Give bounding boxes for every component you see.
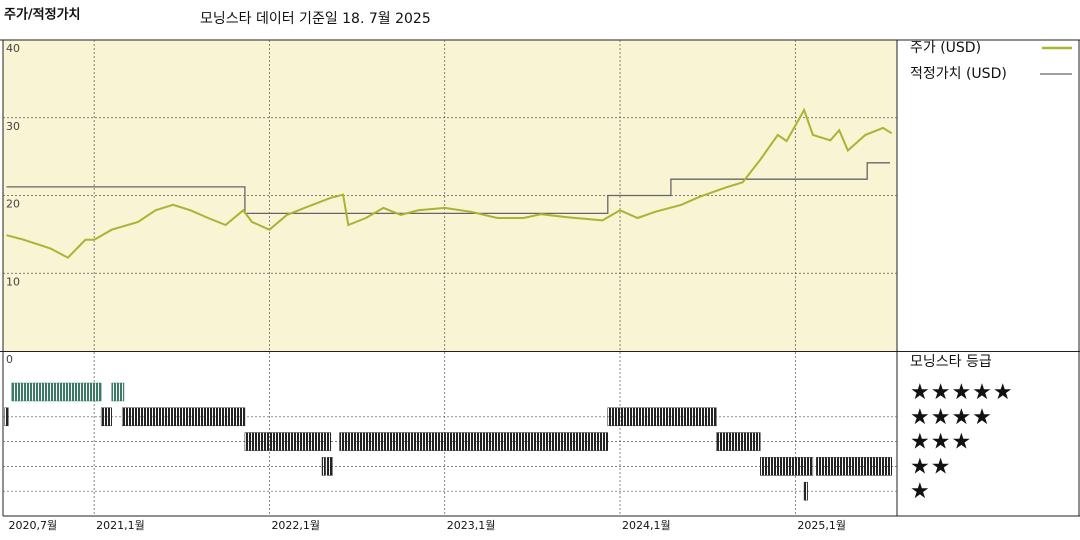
series-line	[6, 162, 890, 215]
rating-period	[803, 481, 808, 501]
rating-period	[321, 457, 326, 476]
rating-period	[4, 407, 9, 427]
rating-period	[607, 407, 717, 427]
rating-period	[816, 457, 892, 476]
x-tick-label: 2020,7월	[9, 519, 58, 532]
x-tick-label: 2024,1월	[622, 519, 671, 532]
y-tick-label: 10	[6, 275, 20, 288]
y-tick-label: 30	[6, 120, 20, 133]
rating-period	[716, 432, 761, 451]
rating-period	[244, 432, 332, 451]
rating-period	[100, 407, 112, 427]
rating-label: ★★★	[910, 430, 972, 455]
rating-period	[327, 457, 333, 476]
legend-label: 적정가치 (USD)	[910, 66, 1007, 82]
chart-title: 주가/적정가치	[4, 7, 81, 23]
rating-period	[111, 382, 125, 402]
x-tick-label: 2022,1월	[271, 519, 320, 532]
legend-label: 주가 (USD)	[910, 40, 981, 56]
x-tick-label: 2023,1월	[447, 519, 496, 532]
rating-period	[339, 432, 609, 451]
x-tick-label: 2021,1월	[96, 519, 145, 532]
series-line	[6, 107, 893, 259]
rating-label: ★	[910, 479, 931, 504]
chart-subtitle: 모닝스타 데이터 기준일 18. 7월 2025	[200, 11, 431, 27]
rating-period	[760, 457, 814, 476]
rating-label: ★★★★★	[910, 380, 1014, 405]
rating-period	[11, 382, 102, 402]
rating-label: ★★	[910, 454, 951, 479]
plot-background	[3, 40, 897, 351]
rating-period	[121, 407, 246, 427]
y-tick-label: 40	[6, 42, 20, 55]
rating-title: 모닝스타 등급	[910, 354, 992, 370]
rating-label: ★★★★	[910, 405, 993, 430]
y-tick-label: 20	[6, 198, 20, 211]
y-tick-label: 0	[6, 353, 13, 366]
x-tick-label: 2025,1월	[797, 519, 846, 532]
